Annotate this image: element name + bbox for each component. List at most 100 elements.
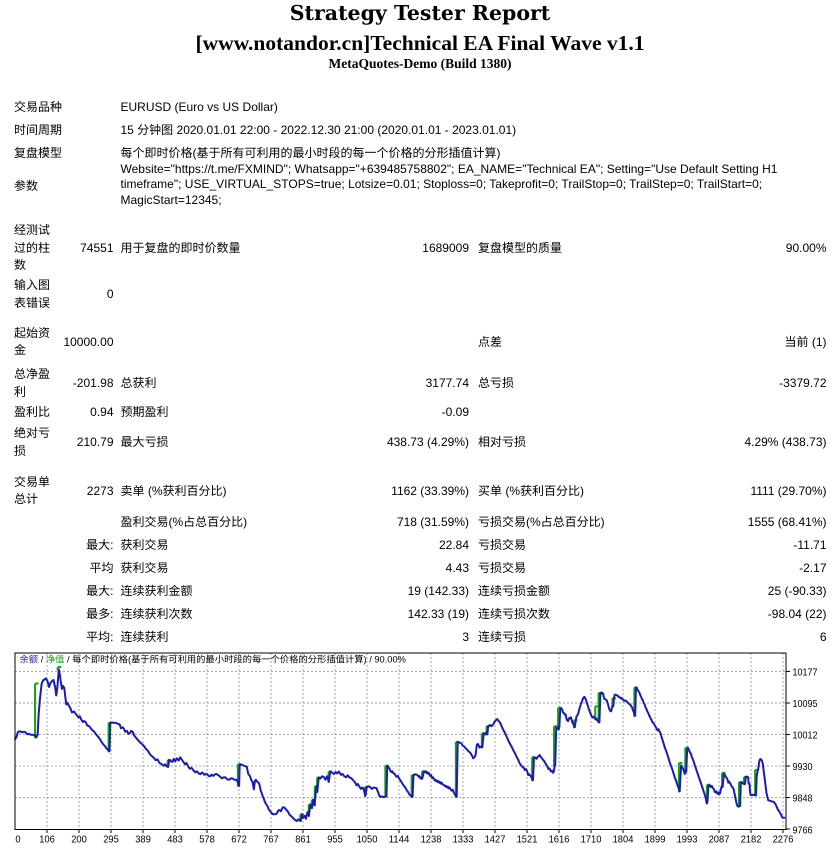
- absolute-drawdown-value: 210.79: [76, 435, 114, 450]
- x-axis-label: 0: [15, 834, 20, 846]
- average-profit-label: 获利交易: [120, 561, 169, 576]
- x-axis-label: 1050: [357, 834, 378, 846]
- max-consec-loss-label: 连续亏损次数: [478, 607, 551, 622]
- x-axis-label: 1238: [421, 834, 442, 846]
- model-label: 复盘模型: [14, 145, 63, 160]
- maximum-label: 最大:: [86, 584, 114, 599]
- chart-plot-area: [15, 653, 786, 830]
- symbol-label: 交易品种: [14, 99, 63, 114]
- parameters-line-1: Website="https://t.me/FXMIND"; Whatsapp=…: [120, 162, 778, 177]
- absolute-drawdown-label: 绝对亏损: [14, 426, 51, 458]
- gross-profit-value: 3177.74: [425, 376, 469, 391]
- long-positions-value: 1111 (29.70%): [750, 483, 827, 498]
- ticks-label: 用于复盘的即时价数量: [120, 240, 241, 255]
- expected-payoff-value: -0.09: [441, 404, 469, 419]
- balance-chart-svg: 10177 10095 10012 9930 9848 9766 0 106 200 295 389…: [14, 652, 818, 846]
- max-consec-wins-label: 连续获利金额: [120, 584, 193, 599]
- y-axis-label: 10095: [793, 698, 818, 710]
- y-axis-label: 9930: [793, 761, 813, 773]
- model-value: 每个即时价格(基于所有可利用的最小时段的每一个价格的分形插值计算): [120, 145, 501, 160]
- relative-drawdown-value: 4.29% (438.73): [744, 435, 827, 450]
- average-loss-value: -2.17: [799, 561, 827, 576]
- max-consec-profit-label: 连续获利次数: [120, 607, 193, 622]
- initial-deposit-label: 起始资金: [14, 325, 51, 358]
- largest-loss-label: 亏损交易: [478, 538, 527, 553]
- largest-label: 最大:: [86, 538, 114, 553]
- largest-profit-label: 获利交易: [120, 538, 169, 553]
- balance-chart: 10177 10095 10012 9930 9848 9766 0 106 200 295 389…: [0, 645, 840, 851]
- relative-drawdown-label: 相对亏损: [478, 435, 527, 450]
- profit-factor-label: 盈利比: [14, 404, 51, 419]
- average2-label: 平均:: [86, 630, 114, 645]
- total-trades-label: 交易单总计: [14, 474, 51, 507]
- x-axis-label: 861: [295, 834, 311, 846]
- average-loss-label: 亏损交易: [478, 561, 527, 576]
- bars-value: 74551: [80, 240, 114, 255]
- maximal-drawdown-value: 438.73 (4.29%): [386, 435, 469, 450]
- x-axis-label: 1521: [517, 834, 538, 846]
- y-axis-label: 10177: [793, 667, 818, 679]
- x-axis-label: 106: [39, 834, 55, 846]
- y-axis-label: 10012: [793, 730, 818, 742]
- max-consec-profit-value: 142.33 (19): [407, 607, 469, 622]
- expected-payoff-label: 预期盈利: [120, 404, 169, 419]
- x-axis-label: 2182: [741, 834, 762, 846]
- profit-trades-value: 718 (31.59%): [396, 514, 469, 529]
- x-axis-label: 1899: [645, 834, 666, 846]
- gross-loss-value: -3379.72: [779, 376, 827, 391]
- loss-trades-label: 亏损交易(%占总百分比): [478, 514, 605, 529]
- y-axis-label: 9848: [793, 793, 813, 805]
- report-title: Strategy Tester Report: [289, 1, 551, 25]
- total-net-profit-label: 总净盈利: [14, 367, 51, 399]
- x-axis-label: 1616: [549, 834, 570, 846]
- max-consec-losses-label: 连续亏损金额: [478, 584, 551, 599]
- average-label: 平均: [89, 561, 114, 576]
- avg-consec-losses-label: 连续亏损: [478, 630, 527, 645]
- max-consec-loss-value: -98.04 (22): [767, 607, 827, 622]
- average-profit-value: 4.43: [445, 561, 469, 576]
- maximal-label: 最多:: [86, 607, 114, 622]
- parameters-line-3: MagicStart=12345;: [120, 192, 222, 207]
- total-net-profit-value: -201.98: [72, 376, 114, 391]
- x-axis-label: 389: [135, 834, 151, 846]
- x-axis-label: 578: [199, 834, 215, 846]
- x-axis-label: 767: [263, 834, 279, 846]
- bars-label: 经测试过的柱数: [14, 222, 51, 273]
- y-axis-label: 9766: [793, 825, 813, 837]
- x-axis-label: 2087: [709, 834, 730, 846]
- gross-loss-label: 总亏损: [478, 376, 515, 391]
- x-axis-label: 1710: [581, 834, 602, 846]
- profit-trades-label: 盈利交易(%占总百分比): [120, 514, 248, 529]
- gross-profit-label: 总获利: [120, 376, 157, 391]
- spread-value: 当前 (1): [784, 334, 827, 349]
- x-axis-label: 483: [167, 834, 183, 846]
- period-label: 时间周期: [14, 122, 63, 137]
- x-axis-label: 672: [231, 834, 247, 846]
- avg-consec-losses-value: 6: [819, 630, 827, 645]
- x-axis-label: 2276: [773, 834, 794, 846]
- avg-consec-wins-value: 3: [462, 630, 469, 645]
- x-axis-label: 1427: [485, 834, 506, 846]
- x-axis-label: 955: [327, 834, 343, 846]
- quality-value: 90.00%: [785, 240, 827, 255]
- loss-trades-value: 1555 (68.41%): [747, 514, 827, 529]
- symbol-value: EURUSD (Euro vs US Dollar): [120, 99, 278, 114]
- avg-consec-wins-label: 连续获利: [120, 630, 169, 645]
- x-axis-label: 1333: [453, 834, 474, 846]
- total-trades-value: 2273: [86, 483, 114, 498]
- ticks-value: 1689009: [422, 240, 469, 255]
- report-subtitle: [www.notandor.cn]Technical EA Final Wave…: [195, 31, 645, 55]
- period-value: 15 分钟图 2020.01.01 22:00 - 2022.12.30 21:…: [120, 122, 517, 137]
- x-axis-label: 295: [103, 834, 119, 846]
- short-positions-label: 卖单 (%获利百分比): [120, 483, 227, 498]
- report-server: MetaQuotes-Demo (Build 1380): [328, 56, 512, 71]
- x-axis-label: 1993: [677, 834, 698, 846]
- largest-loss-value: -11.71: [793, 538, 827, 553]
- parameters-line-2: timeframe"; USE_VIRTUAL_STOPS=true; Lots…: [120, 177, 763, 192]
- short-positions-value: 1162 (33.39%): [391, 483, 469, 498]
- chart-errors-label: 输入图表错误: [14, 278, 51, 310]
- max-consec-losses-value: 25 (-90.33): [767, 584, 827, 599]
- spread-label: 点差: [478, 334, 503, 349]
- maximal-drawdown-label: 最大亏损: [120, 435, 169, 450]
- long-positions-label: 买单 (%获利百分比): [478, 483, 584, 498]
